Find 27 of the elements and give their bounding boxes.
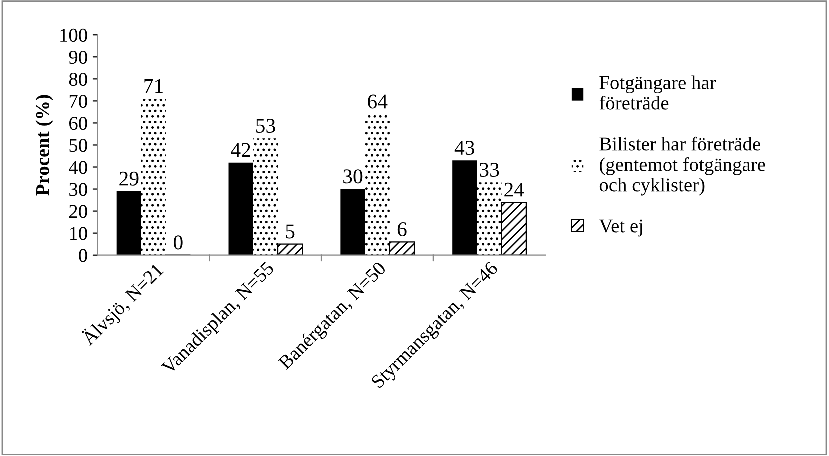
y-tick-label: 50 xyxy=(70,139,88,152)
y-tick-label: 30 xyxy=(70,183,88,196)
legend-label: Vet ej xyxy=(599,220,642,237)
data-label: 33 xyxy=(480,163,500,178)
data-label: 6 xyxy=(398,222,407,237)
y-tick-label: 40 xyxy=(69,161,88,174)
y-tick-label: 70 xyxy=(70,95,88,108)
data-label: 53 xyxy=(256,119,276,134)
data-label: 29 xyxy=(120,172,139,186)
y-axis-title: Procent (%) xyxy=(36,95,54,196)
y-tick-label: 10 xyxy=(70,227,88,240)
y-tick-label: 90 xyxy=(69,50,88,64)
y-tick-label: 60 xyxy=(69,117,88,130)
data-label: 30 xyxy=(344,170,363,184)
data-label: 5 xyxy=(286,224,295,239)
y-tick-label: 20 xyxy=(70,205,88,218)
data-label: 43 xyxy=(454,141,475,156)
y-tick-label: 0 xyxy=(79,249,88,262)
data-label: 24 xyxy=(504,182,524,197)
data-label: 0 xyxy=(174,236,183,250)
data-label: 64 xyxy=(368,94,388,109)
y-tick-label: 100 xyxy=(60,28,88,42)
y-tick-label: 80 xyxy=(69,72,88,86)
legend-label: Bilister har företräde (gentemot fotgängare och cyklister) xyxy=(600,136,766,196)
legend-label: Fotgängare har företräde xyxy=(600,76,716,110)
data-label: 71 xyxy=(144,79,163,94)
data-label: 42 xyxy=(231,143,250,158)
